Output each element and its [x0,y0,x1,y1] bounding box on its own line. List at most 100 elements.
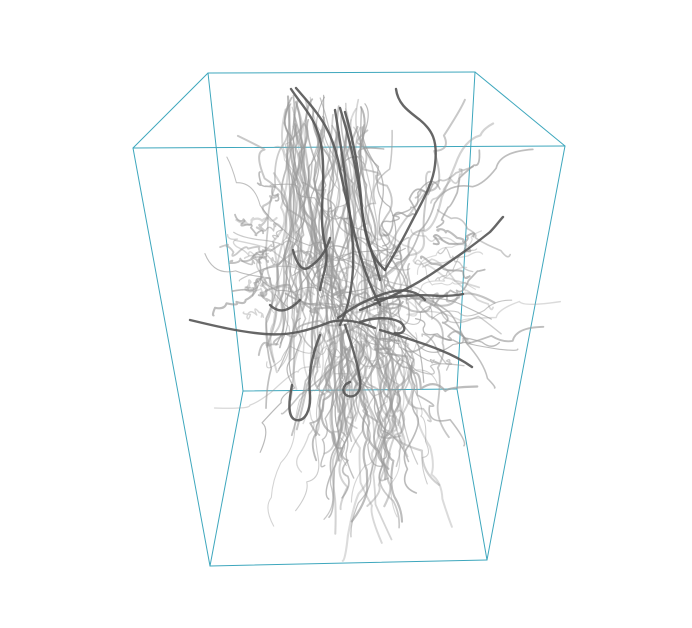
fiber-strand-faint [432,232,476,246]
fiber-strand-faint [406,266,468,317]
fiber-strand-faint [336,368,349,511]
fiber-strand-faint [380,148,534,280]
fiber-strand-faint [416,230,482,275]
fiber-strand-faint [387,359,409,458]
fiber-strand [288,333,322,422]
fiber-strand-faint [331,341,364,535]
fiber-strand-faint [323,343,358,455]
fiber-strand-faint [229,243,281,265]
fiber-strand [188,318,377,336]
fiber-strand-faint [265,99,303,348]
fiber-strand-faint [326,147,385,262]
fiber-strand-faint [373,331,392,436]
fiber-strand-faint [252,242,275,264]
bbox-edge-connect-bl [209,390,244,567]
fiber-strand-faint [421,265,477,290]
fiber-strand-faint [382,232,402,331]
fiber-strand-faint [280,236,410,415]
fiber-strand-faint [381,180,441,247]
fiber-strand-faint [414,318,501,347]
fiber-strand-faint [361,266,469,341]
fiber-strand [378,328,474,369]
fiber-strands-dark [188,86,505,422]
fiber-strand-faint [273,100,304,334]
fiber-strand-faint [414,251,484,268]
fiber-strand-faint [436,149,481,229]
fiber-strand-faint [321,276,438,384]
fiber-strand-faint [425,264,494,311]
fiber-strand-faint [236,134,341,299]
fiber-strand-faint [295,347,335,512]
fiber-strand [343,110,387,272]
fiber-strand-faint [269,183,395,251]
fiber-strand-faint [320,359,346,468]
fiber-strand-faint [436,209,512,258]
fiber-strand-faint [374,122,495,281]
fiber-strand-faint [267,332,325,527]
fiber-strand-faint [367,227,481,289]
fiber-strand-faint [399,246,496,389]
fiber-strand-faint [337,340,355,479]
fiber-strand-faint [264,221,284,240]
fiber-strand [294,86,382,307]
fiber-strand [268,298,302,312]
fiber-strand-faint [382,183,434,237]
fiber-strand-faint [320,348,344,450]
fiber-strand-faint [283,102,305,276]
fiber-strand [373,292,465,302]
fiber-strand-faint [430,168,463,204]
fiber-strand-faint [420,255,471,280]
fiber-strand-faint [256,171,280,202]
fiber-strand-faint [437,247,474,273]
fiber-strand-faint [342,346,358,430]
fiber-strand-faint [260,249,339,280]
fiber-strand-faint [383,364,412,508]
fiber-strand-faint [204,253,343,307]
fiber-strand-faint [366,364,414,507]
fiber-strand-faint [334,348,346,458]
bbox-edge-connect-br [456,388,488,561]
fiber-strand-faint [272,172,332,348]
fiber-strand-faint [278,106,297,370]
fiber-strand-faint [435,248,478,281]
fiber-strand-faint [274,293,348,318]
fiber-strand [289,87,328,292]
fiber-strand-faint [349,330,390,453]
bbox-edge-front-left [132,147,211,567]
fiber-strand-faint [355,129,393,303]
fiber-strand [358,215,505,312]
fiber-strand-faint [405,348,429,485]
fiber-strand-faint [421,333,453,371]
fiber-strand-faint [338,107,357,299]
bbox-edge-front-bottom [209,559,488,567]
fiber-strand-faint [343,349,393,541]
fiber-strand-faint [295,344,324,473]
fiber-strand-faint [226,156,370,271]
fiber-strand-faint [233,231,392,297]
fiber-strand-faint [414,165,474,199]
fiber-strand-faint [226,234,269,257]
fiber-strand-faint [328,343,365,518]
fiber-strand-faint [240,255,269,266]
fiber-strand-faint [341,353,407,562]
fiber-strand-faint [366,297,562,322]
fiber-strand-faint [242,308,265,320]
fiber-strand-faint [356,129,393,237]
fiber-strand [291,236,332,270]
fiber-strand-faint [376,337,404,523]
fiber-strand-faint [388,336,404,468]
fiber-strand [383,87,437,272]
bbox-edge-back-left [207,72,244,392]
fiber-strand-faint [289,122,309,360]
fiber-strand [358,317,406,335]
fiber-strand-faint [213,325,349,409]
fiber-strand-faint [259,277,275,302]
bbox-edge-connect-tr [474,71,566,147]
fiber-strand-faint [314,274,396,328]
fiber-strands-faint [204,94,562,562]
fiber-strand-faint [324,329,341,462]
fiber-strand-faint [350,357,401,538]
fiber-strand-faint [323,347,344,520]
